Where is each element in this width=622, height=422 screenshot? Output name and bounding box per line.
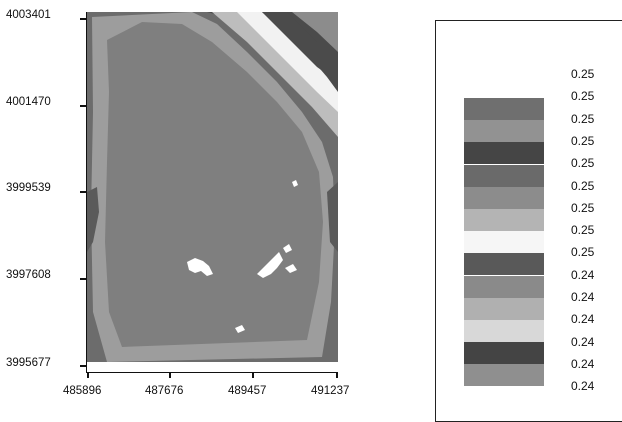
raster-map-graphic [87,12,338,372]
white-island [235,325,245,333]
legend-value: 0.25 [571,245,595,260]
legend-value: 0.25 [571,67,595,81]
y-tick-label: 3999539 [6,182,51,194]
legend-swatch [464,275,544,298]
legend-panel: 0.25 0.25 0.25 0.25 0.25 0.25 0.25 0.25 0.25 0.24… [435,20,622,422]
legend-value: 0.25 [571,111,595,126]
y-tick [80,365,86,367]
legend-swatch [464,164,544,187]
diagonal-band-dark [262,12,338,82]
white-island [285,264,297,273]
white-island [187,258,213,276]
legend-value: 0.25 [571,156,595,171]
legend-value: 0.25 [571,200,595,215]
diagonal-band-white [237,12,338,112]
legend-swatch [464,231,544,254]
x-tick-label: 487676 [145,385,184,397]
legend-swatch [464,120,544,143]
x-tick-label: 485896 [63,385,102,397]
bottom-white-strip [87,362,338,372]
legend-swatch [464,297,544,320]
legend-value: 0.24 [571,312,595,327]
x-tick [336,372,338,378]
legend-swatch [464,342,544,365]
right-edge-dark [327,182,338,252]
legend-value: 0.24 [571,290,595,304]
y-tick-label: 3997608 [6,269,51,281]
legend-swatch [464,98,544,120]
legend-value: 0.25 [571,89,595,104]
y-tick-label: 4003401 [6,9,51,21]
diagonal-band-mid [292,12,338,52]
legend-value: 0.25 [571,223,595,238]
legend-value: 0.24 [571,356,595,371]
legend-value: 0.25 [571,178,595,193]
legend-swatch [464,364,544,387]
x-tick [169,372,171,378]
white-island [283,244,292,253]
y-tick-label: 4001470 [6,96,51,108]
legend-value: 0.24 [571,267,595,282]
x-tick-label: 491237 [311,385,350,397]
y-tick [80,105,86,107]
legend-swatch [464,142,544,165]
raster-map [86,12,338,373]
y-tick [80,18,86,20]
legend-value: 0.24 [571,334,595,349]
legend-swatch [464,253,544,276]
x-tick [87,372,89,378]
legend-swatch [464,186,544,209]
x-tick-label: 489457 [228,385,267,397]
left-edge-dark [87,187,99,252]
legend-value: 0.25 [571,133,595,148]
y-tick-label: 3995677 [6,357,51,369]
legend-swatch [464,320,544,342]
y-tick [80,278,86,280]
white-island [292,180,298,187]
legend-value: 0.24 [571,379,595,394]
map-panel: 4003401 4001470 3999539 3997608 3995677 [6,9,350,397]
y-tick [80,191,86,193]
legend-swatch [464,209,544,231]
white-island [257,252,283,278]
x-tick [252,372,254,378]
